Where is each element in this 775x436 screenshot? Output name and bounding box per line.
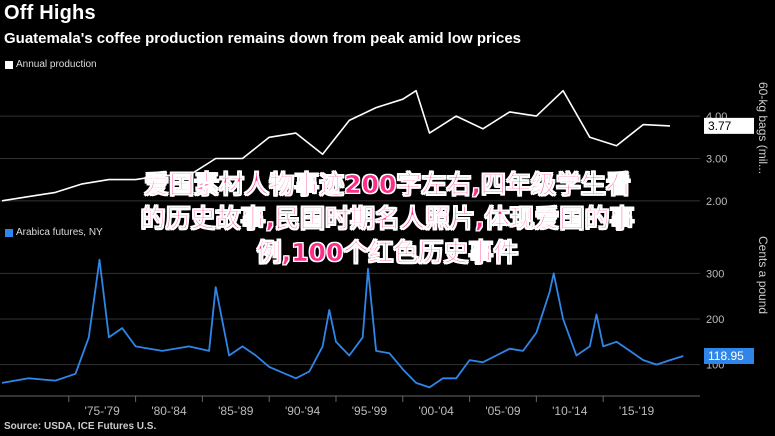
legend-production: Annual production — [5, 59, 97, 70]
x-tick-label-4: '95-'99 — [352, 404, 388, 418]
x-tick-label-0: '75-'79 — [85, 404, 121, 418]
x-tick-label-8: '15-'19 — [619, 404, 655, 418]
legend-swatch-futures — [5, 228, 13, 237]
x-tick-label-1: '80-'84 — [151, 404, 187, 418]
x-tick-label-2: '85-'89 — [218, 404, 254, 418]
chart-title: Off Highs — [4, 2, 96, 24]
x-tick-label-5: '00-'04 — [419, 404, 455, 418]
x-tick-label-6: '05-'09 — [485, 404, 521, 418]
production-last-value-label: 3.77 — [708, 119, 732, 133]
source-note: Source: USDA, ICE Futures U.S. — [4, 421, 157, 432]
production-ytick-1: 3.00 — [706, 153, 727, 165]
futures-series-line — [1, 258, 684, 389]
legend-label-futures: Arabica futures, NY — [16, 227, 103, 238]
futures-ytick-1: 200 — [706, 314, 724, 326]
futures-last-value-box — [704, 347, 754, 364]
futures-ytick-2: 300 — [706, 268, 724, 280]
x-tick-label-3: '90-'94 — [285, 404, 321, 418]
production-ytick-0: 2.00 — [706, 196, 727, 208]
legend-label-production: Annual production — [16, 59, 97, 70]
production-last-value-box — [704, 117, 754, 134]
x-tick-label-7: '10-'14 — [552, 404, 588, 418]
legend-swatch-production — [5, 60, 13, 69]
production-axis-label: 60-kg bags (mil... — [756, 82, 770, 175]
production-series-line — [1, 89, 671, 202]
futures-last-value-label: 118.95 — [708, 349, 744, 363]
chart-subtitle: Guatemala's coffee production remains do… — [4, 30, 522, 47]
legend-futures: Arabica futures, NY — [5, 227, 103, 238]
overlay-text: 爱国素材人物事迹200字左右,四年级学生看 的历史故事,民国时期名人照片,体现爱… — [140, 170, 635, 268]
